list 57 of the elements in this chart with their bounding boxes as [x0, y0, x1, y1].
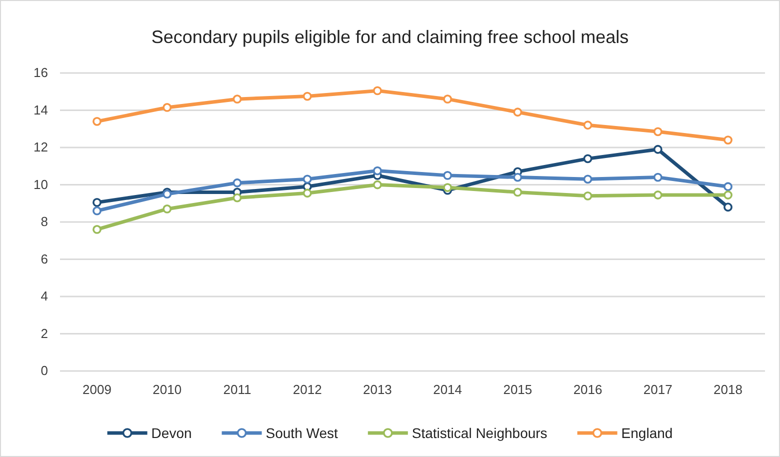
point	[513, 108, 522, 117]
legend-label: Devon	[151, 424, 192, 441]
point	[162, 204, 172, 214]
y-tick-label: 10	[34, 176, 48, 192]
x-tick-label: 2010	[152, 382, 182, 398]
point	[162, 102, 172, 112]
point	[443, 170, 452, 180]
point	[302, 188, 312, 198]
x-tick-label: 2011	[223, 382, 252, 398]
y-tick-label: 0	[40, 363, 48, 378]
point	[653, 190, 662, 200]
y-tick-label: 6	[40, 251, 48, 266]
point	[92, 224, 102, 234]
point	[232, 94, 242, 104]
point	[653, 127, 662, 136]
point	[443, 183, 452, 192]
point	[302, 174, 312, 184]
x-tick-label: 2016	[573, 382, 602, 398]
legend-label: England	[621, 424, 673, 441]
x-tick-label: 2018	[714, 382, 742, 398]
legend-label: South West	[266, 424, 338, 441]
point	[302, 92, 312, 101]
point	[653, 172, 662, 182]
x-tick-label: 2017	[643, 382, 672, 398]
x-tick-label: 2014	[433, 382, 462, 398]
point	[232, 193, 242, 202]
point	[653, 144, 662, 154]
x-tick-label: 2015	[503, 382, 532, 398]
x-tick-label: 2013	[362, 382, 392, 398]
y-tick-label: 8	[40, 214, 48, 230]
x-tick-label: 2012	[292, 382, 322, 398]
chart-title: Secondary pupils eligible for and claiming free school meals	[151, 27, 629, 47]
point	[583, 154, 592, 164]
point	[724, 202, 732, 212]
point	[232, 178, 242, 188]
point	[92, 206, 102, 216]
y-tick-label: 4	[40, 288, 48, 304]
point	[513, 188, 522, 197]
point	[372, 180, 382, 190]
y-tick-label: 12	[34, 140, 48, 155]
legend-label: Statistical Neighbours	[412, 424, 548, 441]
x-tick-label: 2009	[82, 382, 112, 398]
point	[92, 198, 102, 207]
point	[724, 182, 732, 192]
y-tick-label: 16	[34, 65, 48, 80]
y-tick-label: 2	[40, 326, 48, 341]
point	[372, 166, 382, 176]
point	[583, 191, 592, 200]
point	[443, 94, 452, 104]
point	[724, 190, 732, 200]
point	[583, 174, 592, 184]
point	[583, 120, 592, 130]
y-tick-label: 14	[34, 102, 48, 118]
point	[372, 86, 382, 96]
point	[92, 116, 102, 126]
point	[513, 172, 522, 182]
point	[724, 136, 732, 145]
